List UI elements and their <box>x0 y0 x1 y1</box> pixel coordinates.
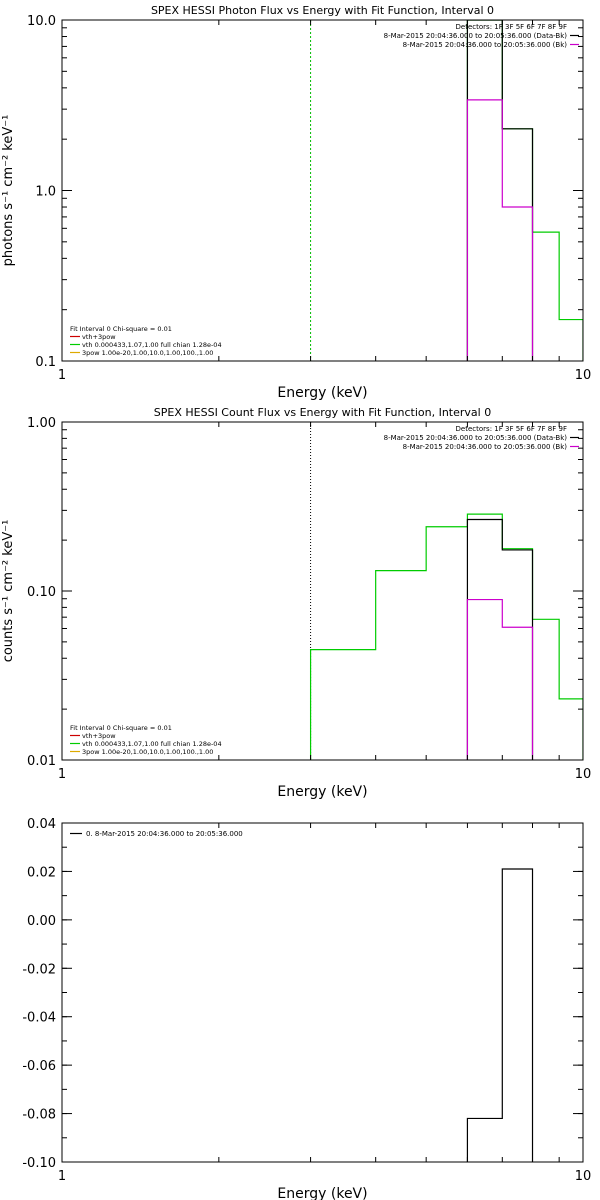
y-axis-label: photons s⁻¹ cm⁻² keV⁻¹ <box>1 115 16 267</box>
legend-top: Detectors: 1F 3F 5F 6F 7F 8F 9F8-Mar-201… <box>384 23 579 49</box>
y-tick-label: 0.02 <box>27 865 56 880</box>
legend-entry: 8-Mar-2015 20:04:36.000 to 20:05:36.000 … <box>384 434 568 442</box>
legend-entry: 0. 8-Mar-2015 20:04:36.000 to 20:05:36.0… <box>86 830 243 838</box>
legend-bottom: Fit Interval 0 Chi-square = 0.01vth+3pow… <box>70 325 222 357</box>
series-line-1 <box>466 518 534 760</box>
legend-entry: Fit Interval 0 Chi-square = 0.01 <box>70 724 172 732</box>
legend-entry: vth+3pow <box>82 732 116 740</box>
legend-entry: 8-Mar-2015 20:04:36.000 to 20:05:36.000 … <box>403 41 568 49</box>
legend-entry: Detectors: 1F 3F 5F 6F 7F 8F 9F <box>456 425 567 433</box>
chart-title: SPEX HESSI Count Flux vs Energy with Fit… <box>154 406 491 419</box>
legend-entry: vth 0.000433,1.07,1.00 full chian 1.28e-… <box>82 341 222 349</box>
legend-entry: vth 0.000433,1.07,1.00 full chian 1.28e-… <box>82 740 222 748</box>
legend-entry: Fit Interval 0 Chi-square = 0.01 <box>70 325 172 333</box>
legend-top: 0. 8-Mar-2015 20:04:36.000 to 20:05:36.0… <box>70 830 243 838</box>
y-tick-label: -0.04 <box>22 1011 56 1026</box>
legend-entry: 3pow 1.00e-20,1.00,10.0,1.00,100.,1.00 <box>82 748 213 756</box>
plot-frame <box>61 421 584 761</box>
series-line-2 <box>466 598 534 760</box>
plot-frame <box>61 19 584 362</box>
y-tick-label: 1.0 <box>35 185 56 200</box>
legend-entry: Detectors: 1F 3F 5F 6F 7F 8F 9F <box>456 23 567 31</box>
legend-entry: 8-Mar-2015 20:04:36.000 to 20:05:36.000 … <box>403 443 568 451</box>
x-tick-label: 10 <box>575 767 592 782</box>
legend-entry: vth+3pow <box>82 333 116 341</box>
x-axis-label: Energy (keV) <box>277 784 367 800</box>
y-tick-label: -0.10 <box>22 1156 56 1171</box>
chart-panel-count: SPEX HESSI Count Flux vs Energy with Fit… <box>1 406 591 800</box>
plot-frame <box>61 822 584 1163</box>
y-tick-label: -0.08 <box>22 1108 56 1123</box>
y-tick-label: 0.04 <box>27 817 56 832</box>
series-line-2 <box>466 99 534 361</box>
x-tick-label: 1 <box>58 1169 66 1184</box>
x-tick-label: 1 <box>58 767 66 782</box>
legend-bottom: Fit Interval 0 Chi-square = 0.01vth+3pow… <box>70 724 222 756</box>
x-axis-label: Energy (keV) <box>277 1186 367 1200</box>
series-line-0 <box>466 20 583 361</box>
x-tick-label: 10 <box>575 1169 592 1184</box>
y-tick-label: 0.00 <box>27 914 56 929</box>
chart-title: SPEX HESSI Photon Flux vs Energy with Fi… <box>151 4 494 17</box>
series-line-0 <box>466 868 534 1162</box>
chart-panel-photon: SPEX HESSI Photon Flux vs Energy with Fi… <box>1 4 592 401</box>
x-axis-label: Energy (keV) <box>277 385 367 401</box>
series-line-0 <box>309 513 583 760</box>
chart-panel-residuals: 1 10 0.04 0.02 0.00 -0.02 -0.04 -0.06 -0.08 -0.10… <box>22 817 591 1200</box>
legend-top: Detectors: 1F 3F 5F 6F 7F 8F 9F8-Mar-201… <box>384 425 579 451</box>
y-tick-label: 0.01 <box>27 754 56 769</box>
y-tick-label: 0.10 <box>27 585 56 600</box>
y-axis-label: counts s⁻¹ cm⁻² keV⁻¹ <box>1 520 16 663</box>
legend-entry: 3pow 1.00e-20,1.00,10.0,1.00,100.,1.00 <box>82 349 213 357</box>
y-tick-label: -0.02 <box>22 962 56 977</box>
x-tick-label: 10 <box>575 368 592 383</box>
x-tick-label: 1 <box>58 368 66 383</box>
y-tick-label: -0.06 <box>22 1059 56 1074</box>
legend-entry: 8-Mar-2015 20:04:36.000 to 20:05:36.000 … <box>384 32 568 40</box>
y-tick-label: 1.00 <box>27 416 56 431</box>
series-line-1 <box>466 20 534 361</box>
y-tick-label: 0.1 <box>35 355 56 370</box>
y-tick-label: 10.0 <box>27 14 56 29</box>
